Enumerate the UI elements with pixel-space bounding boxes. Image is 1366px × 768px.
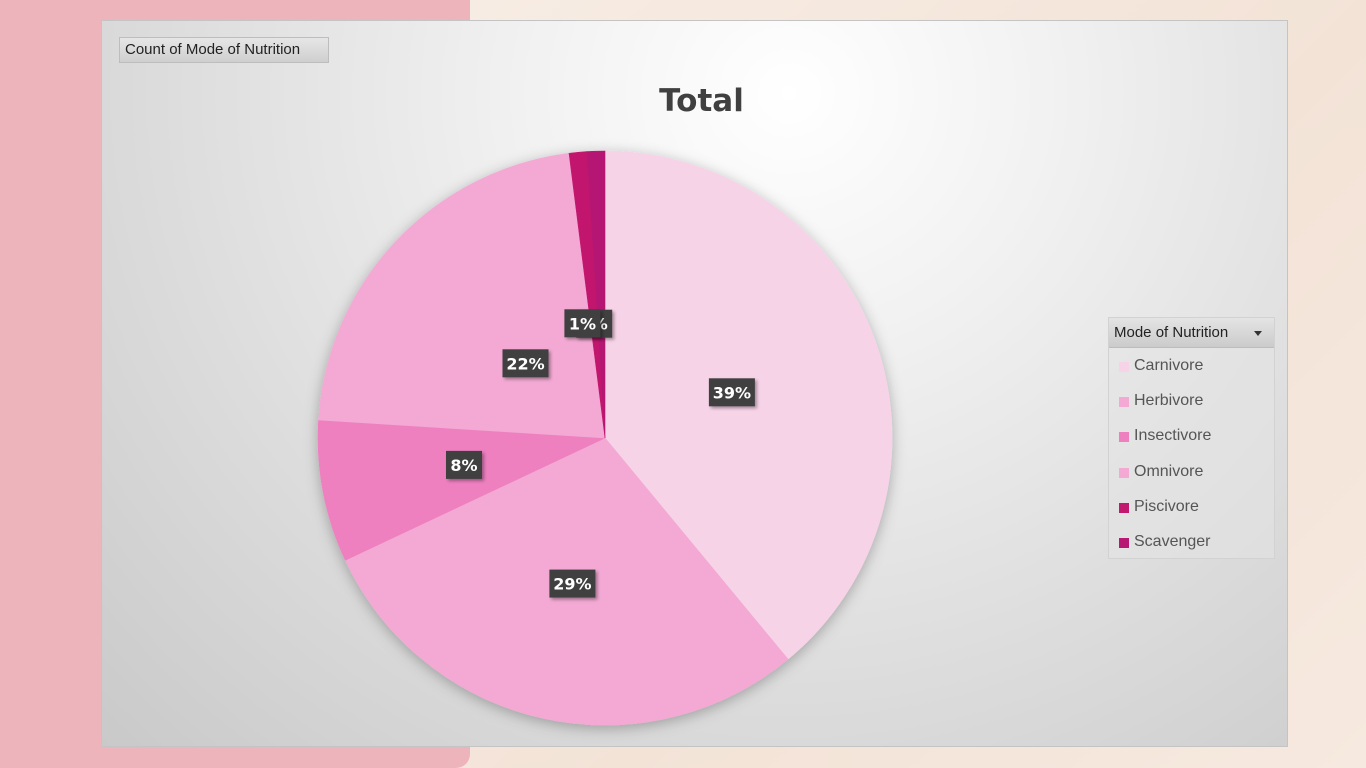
legend-item-carnivore[interactable]: Carnivore xyxy=(1109,348,1274,383)
pie-slice-omnivore[interactable] xyxy=(318,152,606,439)
chart-title: Total xyxy=(102,83,1287,119)
data-label-box xyxy=(708,378,755,407)
legend-item-label: Herbivore xyxy=(1134,392,1204,410)
legend-item-label: Piscivore xyxy=(1134,497,1199,515)
legend-item-label: Carnivore xyxy=(1134,357,1204,374)
chart-area[interactable]: Count of Mode of Nutrition Total 39% 29% 8… xyxy=(101,20,1288,747)
data-label-carnivore: 39% xyxy=(708,378,755,407)
legend-filter-button[interactable]: Mode of Nutrition xyxy=(1109,318,1274,348)
legend-swatch xyxy=(1119,537,1129,548)
data-label-text: 1% xyxy=(569,314,596,333)
legend-item-label: Insectivore xyxy=(1134,427,1212,445)
pie-slice-insectivore[interactable] xyxy=(317,419,606,561)
legend-items: Carnivore Herbivore Insectivore Omnivore Pis… xyxy=(1109,348,1274,559)
pie-chart: 39%29%8%22%1%1% xyxy=(317,150,893,726)
legend-swatch xyxy=(1119,467,1129,478)
chevron-down-icon[interactable] xyxy=(1254,331,1262,336)
legend-item-insectivore[interactable]: Insectivore xyxy=(1109,418,1274,453)
legend-item-label: Scavenger xyxy=(1134,532,1211,550)
data-label-text: 39% xyxy=(713,383,751,402)
data-label-herbivore: 29% xyxy=(549,569,596,598)
field-button-value[interactable]: Count of Mode of Nutrition xyxy=(119,37,329,63)
data-label-scavenger: 1% xyxy=(564,309,601,338)
data-label-insectivore: 8% xyxy=(446,450,482,479)
legend-swatch xyxy=(1119,397,1129,408)
legend-title: Mode of Nutrition xyxy=(1114,324,1229,341)
legend-swatch xyxy=(1119,432,1129,443)
data-label-box xyxy=(549,569,596,598)
data-label-box xyxy=(502,349,549,378)
legend-item-label: Omnivore xyxy=(1134,462,1204,480)
legend-swatch xyxy=(1119,502,1129,513)
legend-swatch xyxy=(1119,362,1129,372)
data-label-box xyxy=(446,450,482,479)
chart-title-text: Total xyxy=(659,83,744,119)
legend-item-piscivore[interactable]: Piscivore xyxy=(1109,489,1274,524)
pie-slice-scavenger[interactable] xyxy=(586,150,606,439)
data-label-omnivore: 22% xyxy=(502,349,549,378)
data-label-text: 29% xyxy=(553,575,591,594)
legend-item-herbivore[interactable]: Herbivore xyxy=(1109,383,1274,418)
legend: Mode of Nutrition Carnivore Herbivore Inse… xyxy=(1108,317,1275,559)
data-label-box xyxy=(564,309,601,338)
data-label-text: 8% xyxy=(450,456,477,475)
data-label-text: 22% xyxy=(506,354,544,373)
legend-item-omnivore[interactable]: Omnivore xyxy=(1109,454,1274,489)
legend-item-scavenger[interactable]: Scavenger xyxy=(1109,524,1274,559)
